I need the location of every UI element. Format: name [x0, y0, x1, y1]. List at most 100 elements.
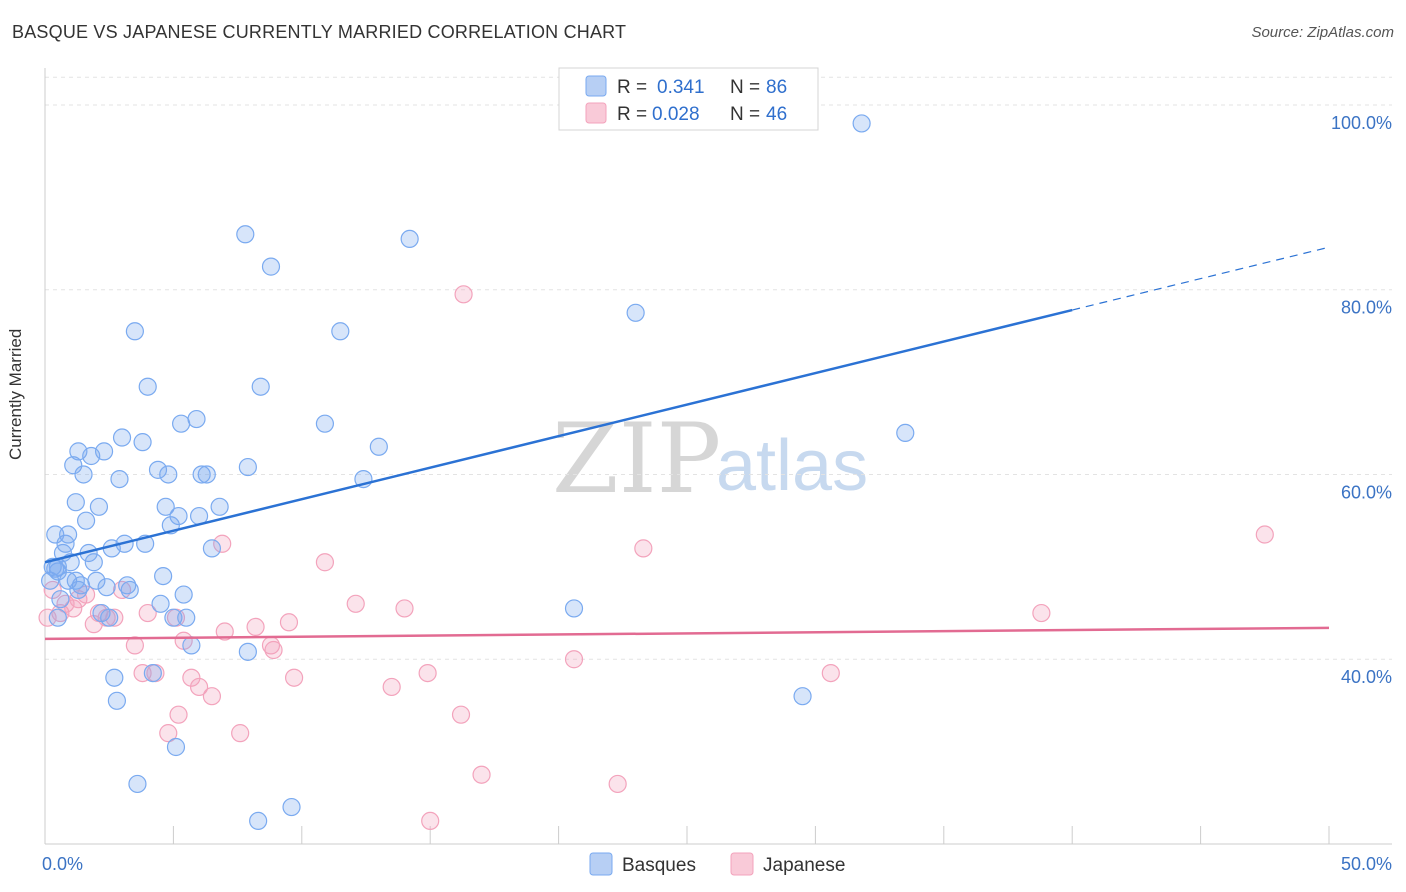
basques-point-68	[331, 322, 350, 341]
basques-point-0	[41, 571, 60, 590]
basques-point-13	[66, 493, 85, 512]
basques-point-52	[177, 608, 196, 627]
bottom-legend-swatch-basques	[589, 852, 613, 876]
watermark-zip: ZIP	[552, 403, 721, 515]
basques-point-4	[48, 562, 67, 581]
watermark-atlas: atlas	[716, 426, 868, 506]
basques-point-35	[125, 322, 144, 341]
japanese-point-41	[608, 774, 627, 794]
japanese-point-32	[346, 594, 365, 613]
basques-point-45	[159, 465, 178, 484]
japanese-point-26	[246, 617, 265, 637]
legend-n-label-japanese: N =	[730, 104, 760, 125]
basques-point-22	[87, 571, 106, 590]
bottom-legend-swatch-japanese	[730, 852, 754, 876]
basques-point-49	[169, 506, 188, 526]
basques-point-66	[282, 797, 301, 817]
basques-point-53	[182, 636, 201, 655]
japanese-point-24	[215, 622, 234, 641]
japanese-point-38	[454, 285, 473, 304]
basques-point-39	[138, 377, 157, 396]
japanese-point-42	[634, 539, 653, 558]
y-tick-label-3: 100.0%	[1331, 113, 1392, 133]
bottom-legend-label-basques: Basques	[622, 855, 696, 876]
basques-point-31	[112, 428, 132, 447]
japanese-point-21	[189, 677, 209, 697]
basques-point-26	[100, 608, 119, 627]
x-tick-label-min: 0.0%	[42, 854, 83, 874]
basques-point-47	[164, 608, 183, 627]
japanese-point-43	[821, 663, 840, 683]
basques-point-9	[59, 525, 78, 544]
basques-point-79	[97, 578, 116, 597]
basques-point-60	[236, 225, 255, 244]
source-label: Source: ZipAtlas.com	[1251, 24, 1394, 41]
japanese-point-36	[421, 811, 440, 831]
basques-point-25	[94, 442, 114, 461]
japanese-point-30	[284, 668, 304, 687]
x-tick-label-max: 50.0%	[1341, 854, 1392, 874]
basques-trendline	[44, 308, 1073, 564]
legend-n-value-basques: 86	[766, 77, 787, 98]
y-tick-labels: 40.0% 60.0% 80.0% 100.0%	[1331, 113, 1392, 687]
basques-point-56	[192, 465, 211, 484]
basques-trendline-extension	[1072, 246, 1330, 311]
x-ticks	[44, 826, 1330, 844]
japanese-point-45	[1255, 525, 1274, 544]
basques-point-50	[172, 414, 191, 433]
japanese-point-31	[315, 553, 335, 572]
basques-point-75	[852, 114, 871, 133]
japanese-points	[38, 285, 1274, 831]
basques-point-28	[105, 668, 124, 687]
japanese-point-12	[125, 636, 144, 655]
japanese-point-29	[279, 613, 299, 632]
basques-point-37	[133, 433, 152, 452]
basques-point-29	[107, 691, 127, 710]
chart-title: BASQUE VS JAPANESE CURRENTLY MARRIED COR…	[12, 22, 627, 42]
japanese-point-35	[418, 663, 437, 683]
basques-point-78	[66, 571, 85, 590]
basques-point-3	[46, 525, 65, 544]
basques-point-51	[174, 585, 193, 604]
japanese-point-40	[564, 650, 584, 669]
japanese-point-39	[472, 765, 491, 784]
japanese-point-33	[382, 677, 401, 697]
axes	[44, 68, 1392, 845]
legend-swatch-basques	[585, 75, 607, 97]
basques-point-67	[315, 414, 335, 433]
legend-swatch-japanese	[585, 102, 607, 124]
basques-point-6	[51, 590, 70, 609]
bottom-legend: Basques Japanese	[589, 852, 845, 876]
basques-point-12	[64, 456, 83, 475]
basques-point-58	[202, 539, 222, 558]
y-tick-label-1: 60.0%	[1341, 482, 1392, 502]
basques-point-40	[143, 663, 162, 683]
japanese-point-37	[451, 705, 471, 724]
basques-point-18	[76, 511, 96, 530]
y-tick-label-2: 80.0%	[1341, 298, 1392, 318]
trendlines	[44, 246, 1330, 641]
basques-point-64	[251, 377, 270, 396]
basques-point-48	[166, 737, 186, 757]
legend: R = 0.341 N = 86 R = 0.028 N = 46	[558, 67, 819, 131]
legend-r-value-basques: 0.341	[657, 77, 705, 98]
basques-point-23	[89, 497, 109, 516]
japanese-point-25	[231, 724, 250, 743]
japanese-point-23	[213, 534, 232, 553]
basques-point-70	[369, 437, 388, 456]
japanese-trendline	[44, 626, 1330, 641]
basques-point-41	[148, 460, 168, 479]
y-tick-label-0: 40.0%	[1341, 667, 1392, 687]
basques-point-62	[238, 642, 257, 661]
japanese-point-18	[169, 705, 188, 724]
basques-point-72	[564, 599, 584, 618]
basques-points	[41, 114, 915, 831]
basques-point-63	[249, 811, 268, 831]
legend-n-label-basques: N =	[730, 77, 760, 98]
basques-point-71	[400, 229, 419, 249]
bottom-legend-label-japanese: Japanese	[763, 855, 845, 876]
legend-r-label-japanese: R =	[617, 104, 647, 125]
basques-point-59	[210, 497, 229, 516]
basques-point-43	[154, 566, 173, 586]
